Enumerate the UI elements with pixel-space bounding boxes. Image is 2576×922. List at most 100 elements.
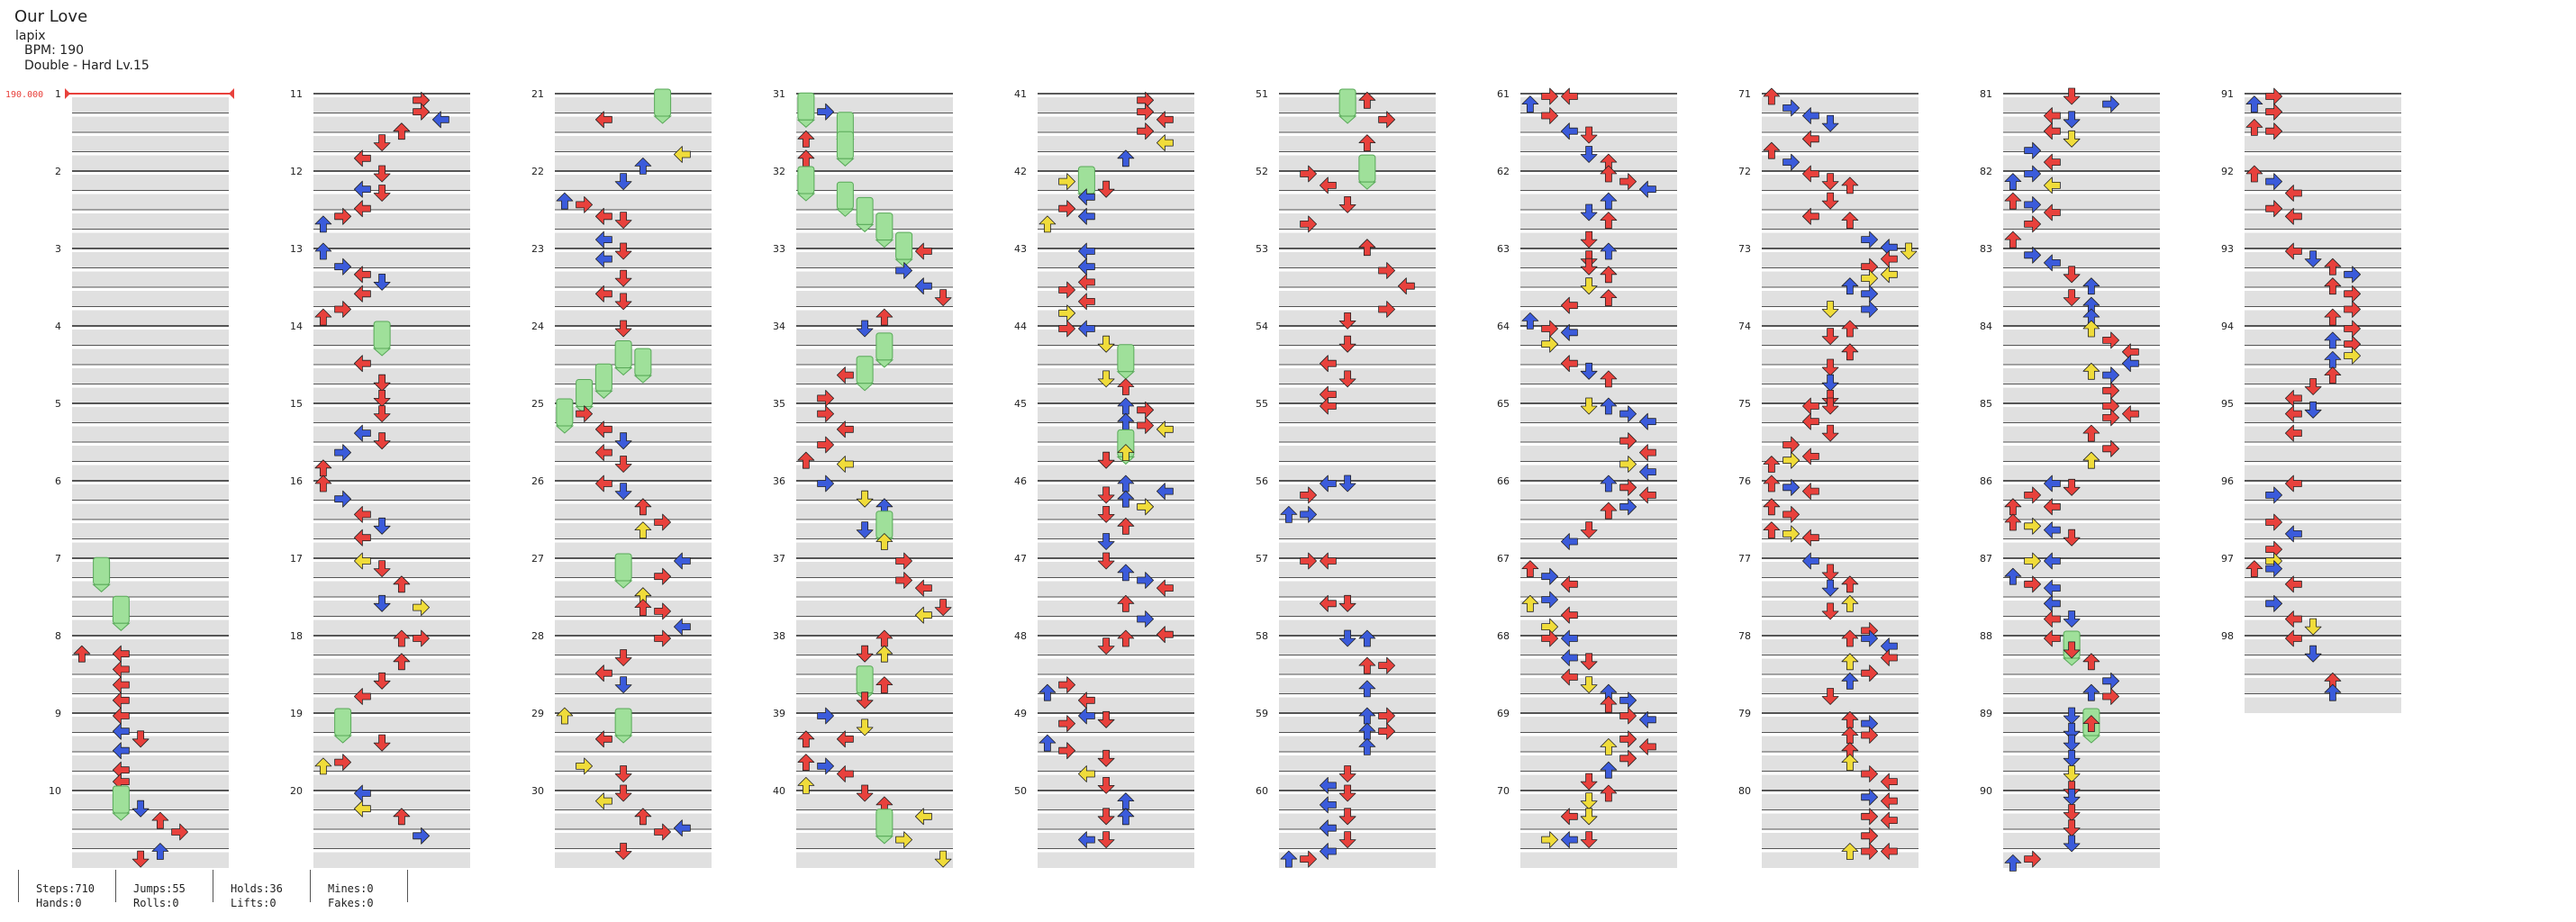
step-arrow-yellow <box>914 606 932 624</box>
hold-note-tail <box>613 735 633 744</box>
step-arrow-blue <box>1358 680 1376 698</box>
step-arrow-red <box>2245 118 2263 136</box>
step-arrow-red <box>1097 552 1115 570</box>
step-arrow-red <box>1541 629 1559 647</box>
step-arrow-red <box>2284 475 2302 493</box>
beat-stripe <box>1038 446 1194 462</box>
beat-stripe <box>2245 232 2401 249</box>
step-arrow-red <box>1117 517 1135 535</box>
step-arrow-red <box>2043 629 2061 647</box>
step-arrow-blue <box>2245 95 2263 113</box>
beat-stripe <box>796 658 953 674</box>
step-arrow-yellow <box>1580 792 1598 809</box>
beat-stripe <box>1520 232 1677 249</box>
step-arrow-yellow <box>1117 444 1135 462</box>
step-arrow-red <box>634 599 652 616</box>
step-arrow-blue <box>1638 710 1656 728</box>
beat-stripe <box>2245 581 2401 597</box>
measure-label: 87 <box>1980 553 1992 565</box>
step-arrow-blue <box>1319 777 1337 794</box>
step-arrow-red <box>373 734 391 752</box>
step-arrow-red <box>594 475 612 493</box>
beat-stripe <box>1038 387 1194 403</box>
step-arrow-red <box>1619 730 1637 748</box>
beat-stripe <box>555 678 712 694</box>
hold-note <box>1338 88 1356 117</box>
beat-stripe <box>2003 658 2160 674</box>
step-arrow-red <box>353 200 371 218</box>
step-arrow-red <box>2102 439 2120 457</box>
step-arrow-red <box>393 122 411 140</box>
step-arrow-red <box>2284 389 2302 407</box>
measure-label: 92 <box>2221 166 2234 177</box>
measure-label: 23 <box>531 243 544 255</box>
beat-stripe <box>313 252 470 268</box>
beat-stripe <box>1762 697 1918 713</box>
step-arrow-yellow <box>875 533 893 550</box>
step-arrow-red <box>112 707 130 725</box>
step-arrow-red <box>2004 192 2022 210</box>
step-arrow-blue <box>673 552 691 570</box>
beat-stripe <box>1520 523 1677 539</box>
beat-stripe <box>555 155 712 171</box>
stat-rolls: Rolls:0 <box>133 897 179 909</box>
step-arrow-blue <box>353 424 371 442</box>
beat-stripe <box>796 252 953 268</box>
beat-stripe <box>72 407 229 423</box>
step-arrow-yellow <box>1156 134 1174 152</box>
step-arrow-red <box>2284 242 2302 260</box>
beat-stripe <box>1279 407 1436 423</box>
step-arrow-yellow <box>413 599 431 616</box>
beat-stripe <box>72 310 229 326</box>
step-arrow-red <box>353 266 371 284</box>
hold-note <box>93 556 111 585</box>
step-arrow-red <box>1619 749 1637 767</box>
step-arrow-yellow <box>1880 266 1898 284</box>
beat-stripe <box>1279 755 1436 772</box>
beat-stripe <box>1520 465 1677 481</box>
hold-note <box>634 348 652 376</box>
stat-separator <box>18 870 19 902</box>
step-arrow-red <box>836 366 854 384</box>
step-arrow-red <box>112 676 130 693</box>
beat-stripe <box>1520 813 1677 829</box>
beat-stripe <box>1762 213 1918 230</box>
step-arrow-blue <box>1077 188 1095 206</box>
beat-stripe <box>1762 155 1918 171</box>
step-arrow-yellow <box>2082 320 2100 338</box>
step-arrow-red <box>1338 370 1356 388</box>
beat-stripe <box>555 736 712 752</box>
beat-stripe <box>2003 426 2160 442</box>
step-arrow-red <box>1619 432 1637 450</box>
step-arrow-red <box>594 444 612 462</box>
measure-label: 20 <box>290 785 303 797</box>
step-arrow-yellow <box>1900 242 1918 260</box>
beat-stripe <box>1520 368 1677 384</box>
step-arrow-blue <box>1521 312 1539 330</box>
measure-label: 9 <box>55 708 61 719</box>
step-arrow-red <box>2344 285 2362 303</box>
step-arrow-red <box>934 289 952 307</box>
measure-label: 24 <box>531 321 544 332</box>
beat-stripe <box>313 484 470 501</box>
step-arrow-red <box>1841 727 1859 744</box>
step-arrow-red <box>2102 688 2120 705</box>
step-arrow-red <box>314 475 332 493</box>
step-arrow-blue <box>1861 230 1879 249</box>
beat-stripe <box>1520 794 1677 810</box>
beat-stripe <box>72 678 229 694</box>
beat-stripe <box>1762 852 1918 868</box>
step-arrow-red <box>2245 165 2263 183</box>
beat-stripe <box>555 794 712 810</box>
step-arrow-red <box>594 111 612 129</box>
stat-separator <box>407 870 408 902</box>
step-arrow-red <box>1560 668 1578 686</box>
beat-stripe <box>2245 368 2401 384</box>
step-arrow-red <box>614 212 632 230</box>
beat-stripe <box>555 697 712 713</box>
beat-stripe <box>796 697 953 713</box>
step-arrow-red <box>2245 560 2263 577</box>
beat-stripe <box>796 581 953 597</box>
beat-stripe <box>1279 562 1436 578</box>
step-arrow-blue <box>1319 796 1337 814</box>
